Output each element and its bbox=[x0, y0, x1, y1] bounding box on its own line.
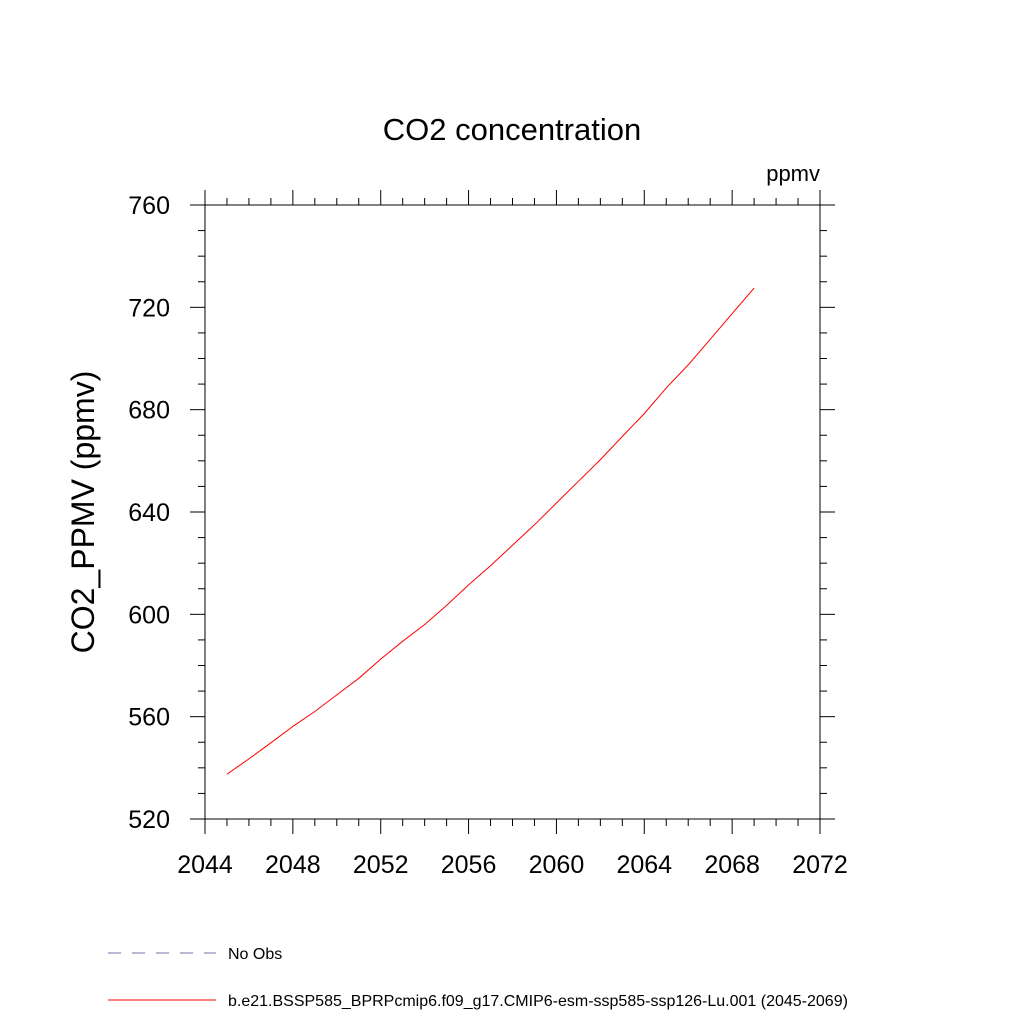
legend-label: No Obs bbox=[228, 946, 282, 963]
chart-title: CO2 concentration bbox=[383, 112, 641, 147]
plot-frame bbox=[204, 204, 821, 820]
legend: No Obs b.e21.BSSP585_BPRPcmip6.f09_g17.CM… bbox=[108, 946, 848, 1010]
y-tick-label: 640 bbox=[128, 499, 170, 527]
legend-label: b.e21.BSSP585_BPRPcmip6.f09_g17.CMIP6-es… bbox=[228, 993, 848, 1010]
x-tick-label: 2044 bbox=[177, 851, 233, 879]
y-tick-label: 760 bbox=[128, 192, 170, 220]
series-layer bbox=[226, 287, 755, 775]
x-tick-label: 2048 bbox=[265, 851, 321, 879]
x-tick-label: 2052 bbox=[353, 851, 409, 879]
x-tick-label: 2060 bbox=[529, 851, 585, 879]
x-tick-label: 2064 bbox=[616, 851, 672, 879]
x-tick-label: 2056 bbox=[441, 851, 497, 879]
x-tick-label: 2068 bbox=[704, 851, 760, 879]
ticks-layer: 2044 2048 2052 2056 2060 2064 2068 2072 520 560 60… bbox=[128, 190, 848, 879]
x-tick-label: 2072 bbox=[792, 851, 848, 879]
y-axis-label: CO2_PPMV (ppmv) bbox=[65, 371, 101, 654]
y-tick-label: 600 bbox=[128, 601, 170, 629]
y-tick-label: 680 bbox=[128, 397, 170, 425]
y-tick-label: 720 bbox=[128, 294, 170, 322]
units-label: ppmv bbox=[766, 161, 820, 186]
series-line bbox=[226, 287, 755, 775]
y-tick-label: 560 bbox=[128, 704, 170, 732]
y-tick-label: 520 bbox=[128, 806, 170, 834]
